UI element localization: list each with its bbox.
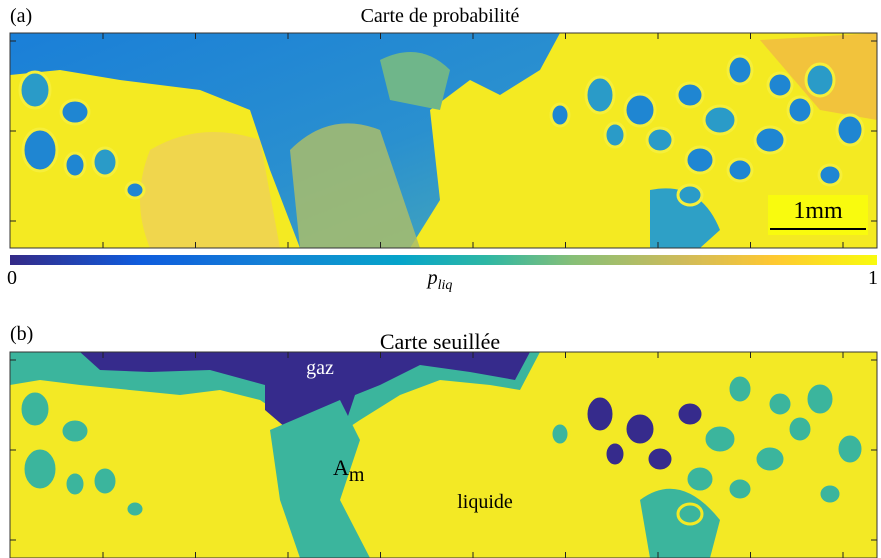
patch (380, 52, 450, 110)
cell (675, 81, 705, 109)
cell (21, 446, 59, 492)
cell (684, 464, 716, 494)
cell (603, 121, 627, 149)
cell (702, 423, 738, 455)
colorbar-max: 1 (868, 267, 878, 289)
cell (766, 390, 794, 418)
cell (91, 465, 119, 497)
cell (804, 62, 836, 98)
annotation-main: A (333, 455, 349, 480)
teal-region (640, 488, 720, 558)
annotation-sub: m (349, 464, 365, 486)
cell (726, 54, 754, 86)
threshold-map: gaz Am liquide (10, 352, 877, 558)
colorbar-label-main: p (426, 267, 438, 289)
cell (702, 104, 738, 136)
cell (91, 146, 119, 178)
cell (726, 476, 754, 502)
cell (817, 163, 843, 187)
patch (290, 123, 420, 248)
cell (817, 482, 843, 506)
cell (786, 95, 814, 125)
cell (753, 444, 787, 474)
cell (645, 126, 675, 154)
annotation: liquide (457, 491, 513, 513)
cell (726, 157, 754, 183)
cell (21, 127, 59, 173)
scale-bar-label: 1mm (793, 198, 843, 224)
cell (676, 183, 704, 207)
patch (650, 188, 720, 248)
cell (603, 440, 627, 468)
cell (124, 180, 146, 200)
cell (753, 125, 787, 155)
cell (59, 417, 91, 445)
cell (835, 113, 865, 147)
cell (804, 381, 836, 417)
cell (584, 394, 616, 434)
cell (675, 400, 705, 428)
cell (63, 470, 87, 498)
cell (786, 414, 814, 444)
frame (9, 351, 878, 558)
cell (18, 389, 52, 429)
annotation: gaz (306, 357, 334, 379)
colorbar-label: pliq (426, 267, 453, 293)
cell (623, 411, 657, 447)
cell (676, 502, 704, 526)
colorbar (10, 255, 877, 265)
cell (549, 421, 571, 447)
cell (645, 445, 675, 473)
probability-map: 1mm (10, 33, 877, 248)
cell (835, 432, 865, 466)
cell (584, 75, 616, 115)
cell (549, 102, 571, 128)
cell (59, 98, 91, 126)
patch (140, 132, 280, 248)
cell (18, 70, 52, 110)
cell (766, 71, 794, 99)
cell (623, 92, 657, 128)
colorbar-min: 0 (7, 267, 17, 289)
gas-region (80, 352, 530, 440)
cell (63, 151, 87, 179)
panel-title: Carte seuillée (380, 329, 500, 354)
cell (684, 145, 716, 175)
panel-label: (b) (10, 323, 33, 345)
cell (124, 499, 146, 519)
cell (726, 373, 754, 405)
panel-label: (a) (10, 5, 32, 27)
colorbar-label-sub: liq (438, 278, 453, 293)
frame (9, 32, 878, 249)
annotation: Am (333, 455, 365, 486)
teal-region (270, 400, 370, 558)
panel-title: Carte de probabilité (361, 5, 520, 27)
